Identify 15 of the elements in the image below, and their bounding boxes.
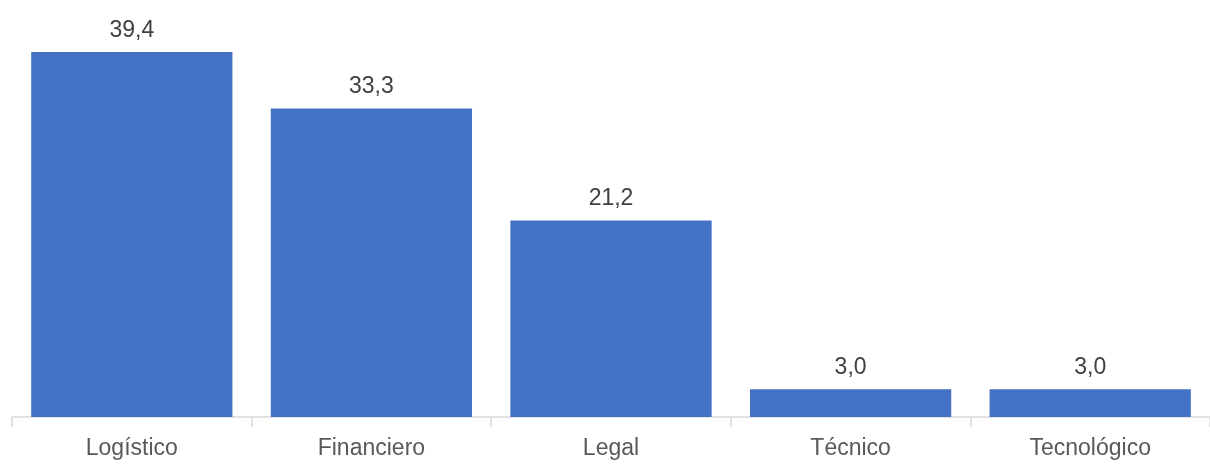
bar [270, 108, 473, 417]
bar [989, 389, 1191, 417]
bar [31, 52, 233, 417]
data-label: 33,3 [349, 72, 394, 99]
bar [749, 389, 952, 417]
data-label: 3,0 [834, 352, 867, 379]
data-label: 3,0 [1074, 352, 1107, 379]
x-tick-label: Financiero [317, 433, 426, 460]
bar [510, 220, 712, 417]
x-tick-label: Técnico [810, 433, 891, 460]
x-tick-label: Legal [582, 433, 640, 460]
x-tick-label: Logístico [85, 433, 178, 460]
x-tick-label: Tecnológico [1029, 433, 1151, 460]
data-label: 39,4 [109, 15, 155, 42]
data-label: 21,2 [588, 184, 634, 211]
